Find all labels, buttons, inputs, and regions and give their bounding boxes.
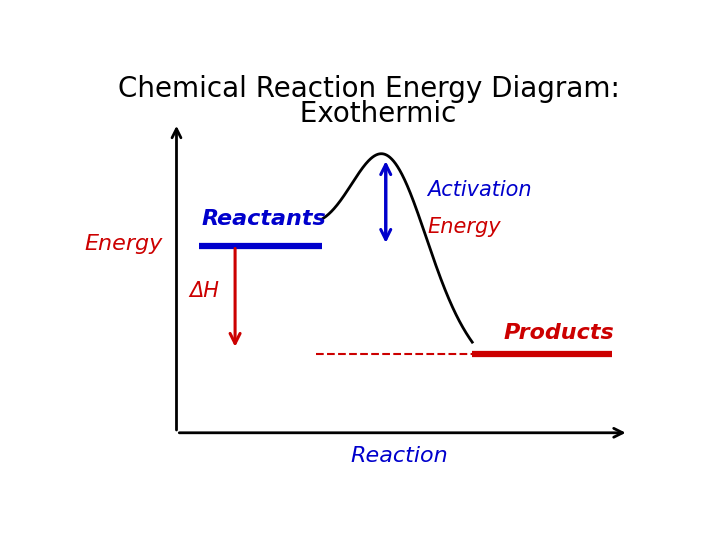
Text: Chemical Reaction Energy Diagram:: Chemical Reaction Energy Diagram:: [118, 75, 620, 103]
Text: Activation: Activation: [428, 179, 532, 200]
Text: Energy: Energy: [84, 234, 163, 254]
Text: Exothermic: Exothermic: [282, 100, 456, 128]
Text: Energy: Energy: [428, 217, 501, 237]
Text: Products: Products: [504, 323, 615, 343]
Text: Reactants: Reactants: [202, 209, 326, 229]
Text: Reaction: Reaction: [351, 446, 449, 465]
Text: ΔH: ΔH: [189, 281, 220, 301]
